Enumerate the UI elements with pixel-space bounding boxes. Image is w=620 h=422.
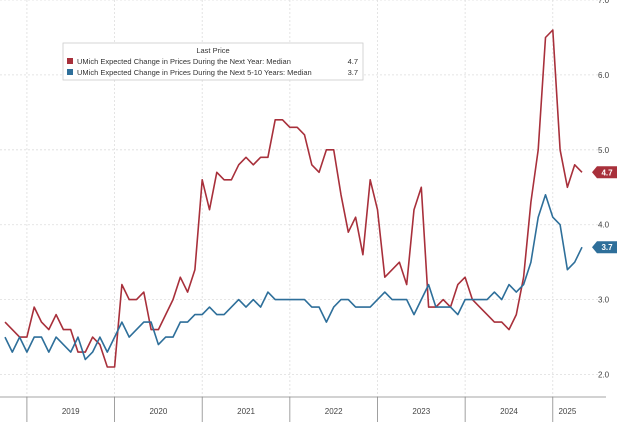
y-tick-label: 4.0	[598, 221, 610, 230]
y-tick-label: 5.0	[598, 146, 610, 155]
x-tick-label: 2025	[558, 407, 576, 416]
x-tick-label: 2022	[325, 407, 343, 416]
x-tick-label: 2020	[149, 407, 167, 416]
legend-value-series-2: 3.7	[348, 68, 358, 77]
x-tick-label: 2019	[62, 407, 80, 416]
grid-layer	[0, 0, 606, 397]
legend-swatch-series-2	[67, 69, 73, 75]
x-tick-label: 2021	[237, 407, 255, 416]
svg-text:3.7: 3.7	[601, 243, 613, 252]
legend-label-series-2: UMich Expected Change in Prices During t…	[77, 68, 312, 77]
series-line-1	[4, 29, 583, 368]
svg-text:4.7: 4.7	[601, 168, 613, 177]
legend-value-series-1: 4.7	[348, 57, 358, 66]
badge-layer: 4.7 3.7	[592, 166, 617, 254]
legend-label-series-1: UMich Expected Change in Prices During t…	[77, 57, 291, 66]
series-layer	[4, 29, 583, 368]
legend-header: Last Price	[196, 46, 229, 55]
series-line-2	[4, 194, 583, 361]
x-tick-label: 2024	[500, 407, 518, 416]
y-tick-label: 7.0	[598, 0, 610, 5]
last-value-badge-2: 3.7	[592, 241, 617, 254]
last-value-badge-1: 4.7	[592, 166, 617, 179]
legend: Last Price UMich Expected Change in Pric…	[62, 42, 364, 81]
y-tick-label: 2.0	[598, 371, 610, 380]
legend-box	[62, 42, 364, 81]
y-tick-label: 3.0	[598, 296, 610, 305]
y-tick-label: 6.0	[598, 71, 610, 80]
x-tick-label: 2023	[412, 407, 430, 416]
legend-swatch-series-1	[67, 58, 73, 64]
